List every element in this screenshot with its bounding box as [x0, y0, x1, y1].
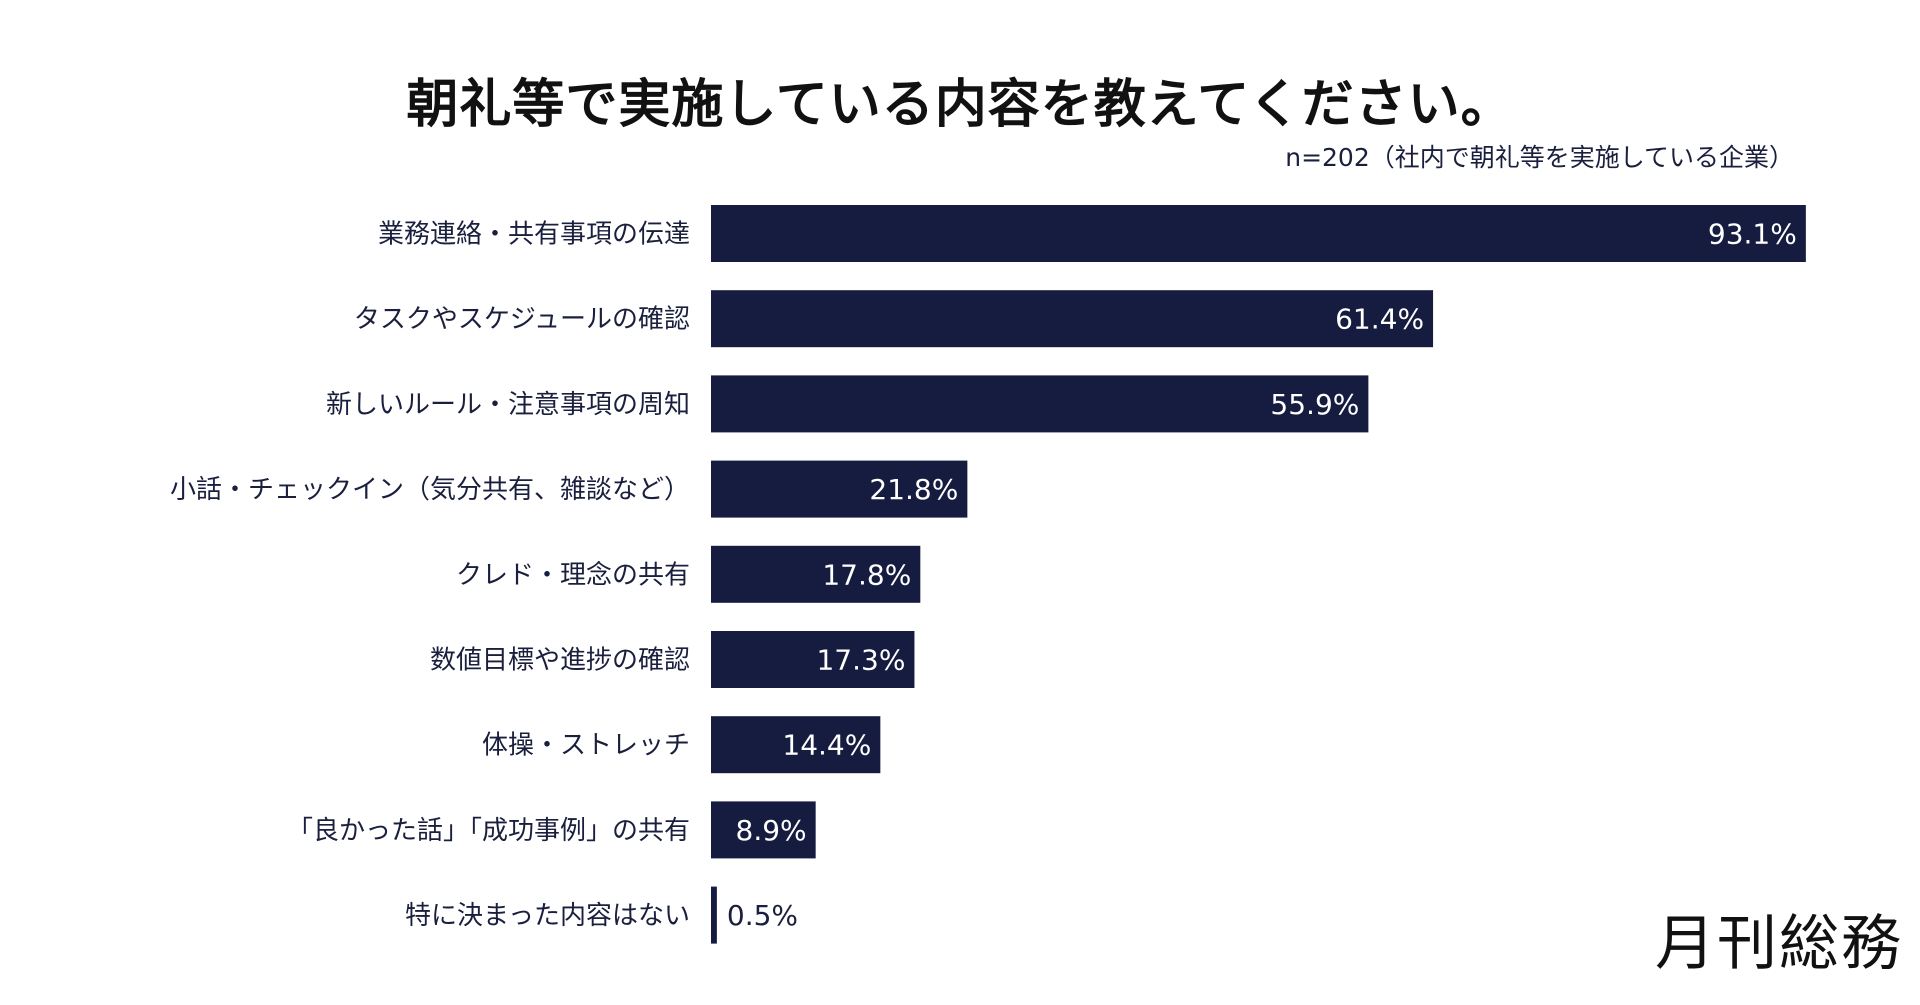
category-label: 体操・ストレッチ [482, 731, 690, 761]
bar [711, 460, 968, 518]
value-label: 17.3% [816, 644, 905, 677]
bar [711, 631, 915, 688]
category-label: 特に決まった内容はない [405, 901, 690, 931]
bar [711, 716, 881, 774]
bar [711, 801, 816, 859]
bar [711, 205, 1806, 262]
value-label: 0.5% [727, 899, 798, 932]
bar [711, 886, 717, 944]
value-label: 8.9% [736, 814, 807, 847]
value-label: 17.8% [822, 558, 911, 591]
category-label: 業務連絡・共有事項の伝達 [378, 220, 690, 250]
logo: 月刊総務 [1655, 909, 1903, 979]
category-label: タスクやスケジュールの確認 [354, 305, 690, 335]
category-label: 数値目標や進捗の確認 [430, 646, 690, 676]
value-label: 21.8% [869, 473, 958, 506]
bar [711, 290, 1434, 348]
category-label: 「良かった話」「成功事例」の共有 [287, 816, 690, 846]
category-label: クレド・理念の共有 [456, 560, 690, 590]
category-label: 新しいルール・注意事項の周知 [326, 390, 690, 420]
bar [711, 375, 1369, 433]
value-label: 93.1% [1708, 218, 1797, 251]
category-label: 小話・チェックイン（気分共有、雑談など） [170, 475, 690, 505]
value-label: 14.4% [782, 729, 871, 762]
value-label: 61.4% [1335, 303, 1424, 336]
chart-subtitle: n=202（社内で朝礼等を実施している企業） [1285, 143, 1794, 172]
value-label: 55.9% [1270, 388, 1359, 421]
bar [711, 545, 921, 603]
chart-title: 朝礼等で実施している内容を教えてください。 [406, 75, 1514, 135]
